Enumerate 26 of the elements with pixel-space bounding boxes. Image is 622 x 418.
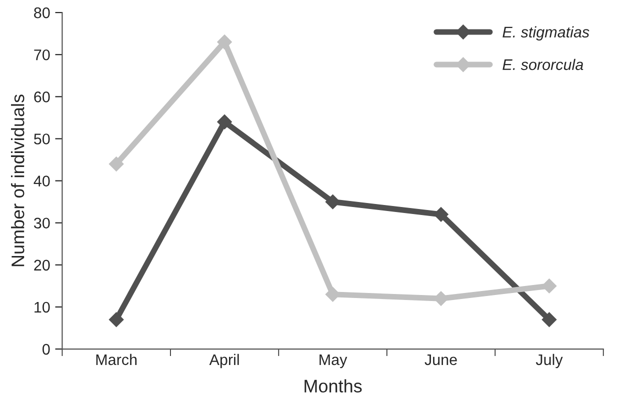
x-axis-title: Months (304, 379, 362, 393)
y-axis-title: Number of individuals (11, 94, 24, 266)
y-tick-label: 20 (34, 260, 50, 271)
x-tick-label: May (320, 354, 348, 368)
point (217, 34, 232, 50)
point (217, 114, 232, 130)
legend-label: E. stigmatias (502, 26, 590, 41)
y-tick-label: 50 (34, 134, 50, 144)
point (108, 312, 124, 327)
x-tick-label: March (96, 354, 137, 366)
legend-label: E. sororcula (502, 58, 584, 70)
y-tick-label: 0 (42, 344, 50, 355)
point (542, 312, 557, 327)
point (325, 194, 340, 210)
x-tick-label: April (209, 354, 239, 368)
point (434, 207, 448, 222)
y-tick-label: 80 (34, 7, 50, 18)
y-tick-label: 60 (34, 92, 50, 102)
point (542, 278, 557, 294)
x-tick-label: July (536, 354, 563, 368)
x-tick-label: June (424, 354, 457, 366)
y-tick-label: 30 (34, 218, 50, 229)
y-tick-label: 40 (34, 176, 50, 186)
point (108, 156, 124, 172)
y-tick-label: 10 (34, 302, 50, 313)
y-tick-label: 70 (34, 49, 50, 60)
